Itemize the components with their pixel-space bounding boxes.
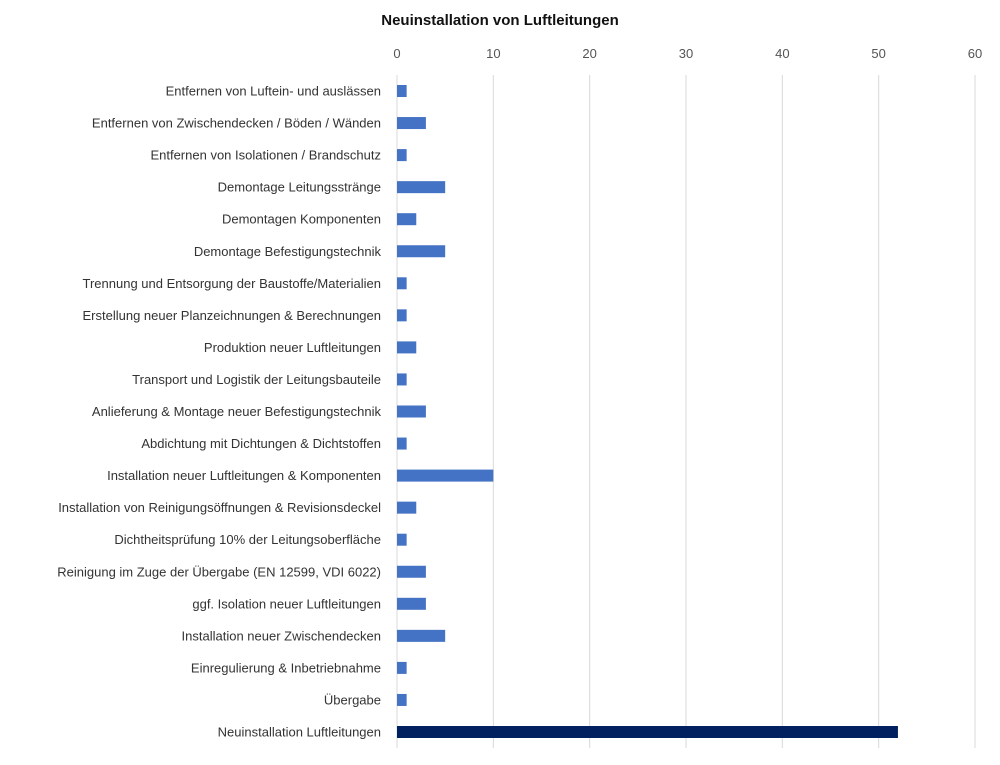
x-tick-label: 20: [582, 46, 596, 61]
bar: [397, 597, 426, 610]
category-label: Entfernen von Isolationen / Brandschutz: [150, 148, 381, 163]
x-tick-label: 0: [393, 46, 400, 61]
category-label: Abdichtung mit Dichtungen & Dichtstoffen: [141, 436, 381, 451]
category-label: Übergabe: [324, 692, 381, 707]
bar: [397, 661, 407, 674]
bar: [397, 437, 407, 450]
category-label: Produktion neuer Luftleitungen: [204, 340, 381, 355]
category-label: Entfernen von Zwischendecken / Böden / W…: [92, 116, 381, 131]
bar: [397, 245, 446, 258]
category-label: Installation neuer Luftleitungen & Kompo…: [107, 468, 381, 483]
bar: [397, 693, 407, 706]
category-label: Reinigung im Zuge der Übergabe (EN 12599…: [57, 564, 381, 579]
bar: [397, 149, 407, 162]
category-label: Transport und Logistik der Leitungsbaute…: [132, 372, 381, 387]
bar: [397, 341, 417, 354]
category-labels: Entfernen von Luftein- und auslässen Entf…: [57, 84, 381, 740]
x-tick-label: 40: [775, 46, 789, 61]
category-label: Dichtheitsprüfung 10% der Leitungsoberfl…: [114, 532, 381, 547]
category-label: Demontage Befestigungstechnik: [194, 244, 382, 259]
category-label: Installation von Reinigungsöffnungen & R…: [58, 500, 381, 515]
bar: [397, 565, 426, 578]
bars: [397, 85, 898, 738]
category-label: Installation neuer Zwischendecken: [182, 628, 381, 643]
x-tick-label: 10: [486, 46, 500, 61]
category-label: Demontagen Komponenten: [222, 212, 381, 227]
bar: [397, 85, 407, 97]
bar: [397, 213, 417, 226]
bar: [397, 373, 407, 386]
bar: [397, 405, 426, 418]
total-bar: [397, 726, 898, 738]
x-axis-ticks: 0 10 20 30 40 50 60: [393, 46, 982, 61]
bar: [397, 533, 407, 546]
category-label: ggf. Isolation neuer Luftleitungen: [192, 596, 381, 611]
chart-title: Neuinstallation von Luftleitungen: [381, 12, 619, 29]
bar: [397, 309, 407, 322]
bar: [397, 181, 446, 194]
bar: [397, 469, 494, 482]
x-tick-label: 30: [679, 46, 693, 61]
bar: [397, 629, 446, 642]
bar: [397, 117, 426, 130]
category-label: Trennung und Entsorgung der Baustoffe/Ma…: [83, 276, 381, 291]
category-label: Entfernen von Luftein- und auslässen: [166, 84, 381, 99]
x-tick-label: 60: [968, 46, 982, 61]
category-label: Erstellung neuer Planzeichnungen & Berec…: [83, 308, 382, 323]
bar: [397, 277, 407, 290]
category-label: Anlieferung & Montage neuer Befestigungs…: [92, 404, 382, 419]
bar: [397, 501, 417, 514]
x-tick-label: 50: [871, 46, 885, 61]
category-label: Neuinstallation Luftleitungen: [218, 725, 381, 740]
category-label: Demontage Leitungsstränge: [218, 180, 381, 195]
gridlines: [396, 75, 976, 748]
category-label: Einregulierung & Inbetriebnahme: [191, 660, 381, 675]
